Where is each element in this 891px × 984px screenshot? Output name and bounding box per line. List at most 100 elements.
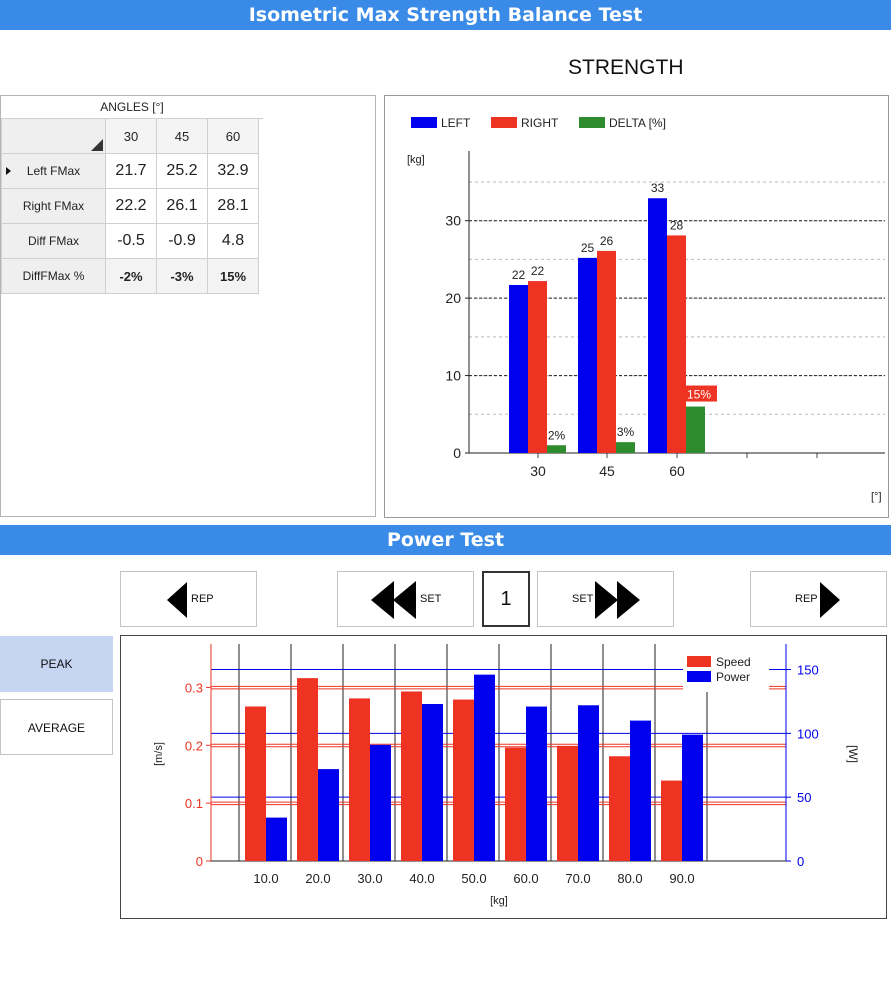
y-tick-label: 10 [445,368,461,384]
table-cell[interactable]: 25.2 [156,153,208,189]
strength-chart: 0 10 20 30 [kg] [°] 30 45 60 22 25 33 22 26 28 2% 3% 15% L… [407,116,885,503]
x-tick-label: 90.0 [669,871,694,886]
x-tick-label: 70.0 [565,871,590,886]
double-arrow-right-icon [595,581,640,619]
bar-power [318,769,339,861]
table-cell[interactable]: 28.1 [207,188,259,224]
bar [686,406,705,453]
table-row[interactable]: DiffFMax % -2% -3% 15% [1,258,259,294]
bar-speed [401,691,422,861]
x-tick-label: 45 [599,463,615,479]
arrow-right-icon [820,582,840,618]
y-tick-label: 0 [453,445,461,461]
bar-speed [349,698,370,861]
legend-label: Speed [716,655,751,669]
table-row[interactable]: Diff FMax -0.5 -0.9 4.8 [1,223,259,259]
double-arrow-left-icon [371,581,416,619]
data-label: 26 [600,234,614,248]
x-tick-label: 60 [669,463,685,479]
table-cell[interactable]: 32.9 [207,153,259,189]
row-header[interactable]: Left FMax [1,153,106,189]
legend-swatch [687,671,711,682]
next-rep-button[interactable]: REP [750,571,887,627]
table-cell[interactable]: -2% [105,258,157,294]
x-tick-label: 10.0 [253,871,278,886]
bar [509,284,528,453]
data-label: 2% [548,428,566,442]
x-tick-label: 30 [530,463,546,479]
angles-table-panel: ANGLES [°] 30 45 60 Left FMax 21.7 25.2 … [0,95,376,517]
column-header[interactable]: 45 [156,118,208,154]
table-cell[interactable]: -0.5 [105,223,157,259]
table-corner-cell[interactable] [1,118,106,154]
column-header[interactable]: 60 [207,118,259,154]
data-label-bg [683,385,717,402]
y-tick-label: 0.2 [185,738,203,753]
y2-tick-label: 100 [797,726,819,741]
prev-rep-button[interactable]: REP [120,571,257,627]
table-cell[interactable]: -0.9 [156,223,208,259]
data-label: 3% [617,425,635,439]
bar-power [682,734,703,861]
y-axis-label: [m/s] [153,742,165,766]
power-title: Power Test [386,529,505,551]
bar-speed [505,747,526,861]
power-title-bar: Power Test [0,525,891,555]
strength-chart-panel: 0 10 20 30 [kg] [°] 30 45 60 22 25 33 22 26 28 2% 3% 15% L… [384,95,889,518]
next-set-button[interactable]: SET [537,571,674,627]
legend-label: Power [716,670,750,684]
row-header[interactable]: Diff FMax [1,223,106,259]
table-row[interactable]: Right FMax 22.2 26.1 28.1 [1,188,259,224]
y-tick-label: 20 [445,290,461,306]
x-axis-label: [kg] [490,895,508,907]
legend-label: DELTA [%] [609,116,666,130]
table-row[interactable]: Left FMax 21.7 25.2 32.9 [1,153,259,189]
x-tick-label: 60.0 [513,871,538,886]
table-cell[interactable]: 4.8 [207,223,259,259]
bar [528,281,547,453]
y-tick-label: 30 [445,213,461,229]
bar-speed [297,678,318,861]
page-title: Isometric Max Strength Balance Test [248,4,643,26]
legend-label: RIGHT [521,116,559,130]
row-header[interactable]: DiffFMax % [1,258,106,294]
legend-swatch [491,117,517,128]
data-label: 22 [512,268,526,282]
bar-power [630,720,651,861]
x-tick-label: 30.0 [357,871,382,886]
data-label: 15% [687,388,711,402]
row-header[interactable]: Right FMax [1,188,106,224]
app-title-bar: Isometric Max Strength Balance Test [0,0,891,30]
bar-power [266,817,287,861]
legend-label: LEFT [441,116,471,130]
y2-tick-label: 0 [797,854,804,869]
prev-set-button[interactable]: SET [337,571,474,627]
average-mode-button[interactable]: AVERAGE [0,699,113,755]
peak-mode-button[interactable]: PEAK [0,636,113,692]
bar-power [422,703,443,861]
table-cell[interactable]: 22.2 [105,188,157,224]
data-label: 22 [531,264,545,278]
bar [648,198,667,453]
x-tick-label: 20.0 [305,871,330,886]
legend-swatch [411,117,437,128]
table-cell[interactable]: 15% [207,258,259,294]
table-cell[interactable]: -3% [156,258,208,294]
bar-power [526,706,547,861]
table-cell[interactable]: 21.7 [105,153,157,189]
bar [578,257,597,453]
bar [547,445,566,453]
bar-speed [661,780,682,861]
y2-tick-label: 50 [797,790,811,805]
y-tick-label: 0.3 [185,680,203,695]
bar [616,442,635,453]
current-row-icon [6,167,11,175]
column-header[interactable]: 30 [105,118,157,154]
power-chart: 0 0.1 0.2 0.3 0 50 100 150 10.0 20.0 30.0 40.0 50.0 6… [153,638,860,907]
x-tick-label: 40.0 [409,871,434,886]
angles-group-header: ANGLES [°] [1,96,263,119]
data-label: 25 [581,241,595,255]
table-cell[interactable]: 26.1 [156,188,208,224]
sort-corner-icon [91,139,103,151]
set-number-display: 1 [482,571,530,627]
